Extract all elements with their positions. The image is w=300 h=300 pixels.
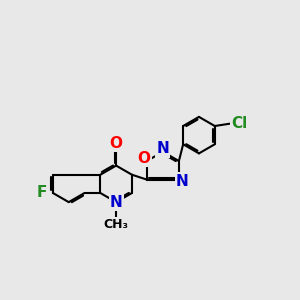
Text: O: O <box>137 151 150 166</box>
Text: CH₃: CH₃ <box>103 218 129 231</box>
Text: N: N <box>176 174 189 189</box>
Text: O: O <box>110 136 123 151</box>
Text: Cl: Cl <box>231 116 248 130</box>
Text: N: N <box>157 141 169 156</box>
Text: F: F <box>37 185 47 200</box>
Text: N: N <box>110 195 122 210</box>
